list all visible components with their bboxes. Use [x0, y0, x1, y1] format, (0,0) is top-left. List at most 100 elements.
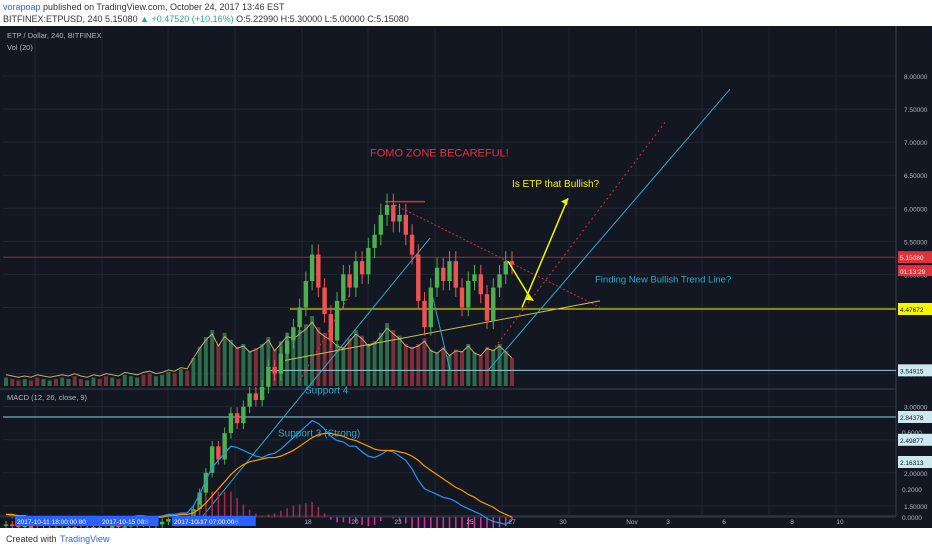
price-tick-label: 1.50000 [904, 504, 928, 511]
volume-bar [216, 344, 221, 386]
countdown-bg [898, 265, 932, 277]
volume-bar [260, 344, 265, 386]
candle-body [97, 527, 102, 528]
price-candles [3, 193, 515, 528]
volume-bar [353, 330, 358, 386]
candle-body [328, 314, 334, 341]
x-tick-label: 10 [836, 519, 844, 526]
volume-bar [422, 338, 427, 386]
volume-legend: Vol (20) [7, 43, 33, 52]
candle-body [291, 327, 296, 341]
volume-bar [147, 373, 152, 386]
candle-body [197, 492, 202, 510]
candle-body [278, 353, 284, 374]
volume-bar [247, 351, 252, 386]
x-tick-label: 20 [351, 519, 359, 526]
volume-bar [235, 346, 240, 386]
volume-bar [22, 379, 27, 386]
candle-body [422, 300, 427, 328]
candle-body [116, 525, 121, 528]
volume-bar [53, 379, 58, 386]
candle-body [334, 300, 340, 341]
candle-body [28, 525, 34, 528]
volume-bar [372, 341, 377, 386]
red-dotted-segment [299, 293, 351, 381]
volume-bar [16, 380, 21, 386]
volume-bar [347, 338, 352, 386]
candle-body [297, 307, 302, 328]
candle-body [409, 234, 415, 255]
candle-body [222, 433, 227, 460]
volume-bar [485, 346, 490, 386]
volume-bar [341, 346, 346, 386]
candle-body [453, 261, 458, 288]
last-price-badge: 5.15080 [900, 255, 924, 262]
support3b-badge: 2.49877 [900, 438, 924, 445]
volume-bar [303, 324, 308, 386]
x-tick-label: 8 [790, 519, 794, 526]
price-chart[interactable]: 8.00000 7.50000 7.00000 6.50000 6.00000 5.500… [0, 26, 932, 528]
volume-bar [4, 377, 8, 386]
volume-bar [503, 351, 508, 386]
volume-bar [416, 344, 421, 386]
author-link[interactable]: vorapoap [3, 2, 41, 12]
candle-body [209, 446, 215, 473]
volume-bar [197, 346, 202, 386]
x-tick-label: 18 [304, 519, 312, 526]
candle-body [72, 527, 77, 528]
volume-bar [310, 316, 315, 386]
candle-body [372, 234, 377, 248]
volume-bar [491, 349, 496, 386]
volume-bar [110, 377, 115, 386]
x-tick-label: Nov [626, 519, 638, 526]
volume-bar [103, 376, 108, 386]
price-tick-label: 6.00000 [904, 206, 928, 213]
volume-bar [335, 344, 340, 386]
created-with-text: Created with [6, 534, 57, 544]
price-tick-label: 7.50000 [904, 107, 928, 114]
yellow-level-badge-bg [898, 302, 932, 315]
candle-body [441, 267, 446, 282]
macd-tick-label: 0.6000 [902, 430, 922, 437]
new-trendline [487, 88, 731, 371]
candle-body [316, 254, 321, 288]
candle-body [22, 525, 27, 528]
candle-body [122, 526, 127, 528]
published-text: published on TradingView.com, October 24… [43, 2, 285, 12]
candle-body [253, 393, 259, 401]
volume-bar [510, 358, 514, 386]
yellow-level-badge: 4.47672 [900, 307, 924, 314]
candle-body [459, 287, 465, 308]
candle-body [3, 524, 9, 526]
tradingview-logo-text[interactable]: TradingView [60, 534, 110, 544]
x-tick-highlight-bg [172, 516, 256, 526]
price-tick-label: 7.00000 [904, 140, 928, 147]
volume-bar [160, 374, 165, 386]
pullback-arrow-head [526, 293, 534, 301]
candle-body [509, 261, 515, 265]
candle-body [497, 274, 502, 288]
volume-bar [360, 335, 365, 386]
bullish-arrow [521, 198, 569, 308]
candle-body [228, 413, 234, 434]
candle-body [91, 527, 96, 528]
support4-badge-bg [898, 364, 932, 377]
volume-bar [472, 352, 477, 386]
volume-bar [403, 344, 408, 386]
x-tick-label: 2017-10-15 00 [102, 519, 145, 526]
pullback-arrow [507, 260, 531, 298]
x-tick-highlight-bg [100, 516, 159, 526]
volume-bar [185, 370, 190, 386]
candle-body [403, 214, 409, 235]
volume-bar [460, 351, 465, 386]
volume-bar [191, 358, 196, 386]
support2-badge-bg [898, 455, 932, 468]
candle-body [159, 521, 165, 525]
yellow-trendline [284, 300, 601, 361]
candle-body [484, 294, 490, 321]
candle-body [466, 281, 471, 308]
volume-bar [35, 377, 40, 386]
last-price: 5.15080 [105, 14, 138, 24]
volume-ma-line [5, 321, 513, 378]
candle-body [66, 527, 71, 528]
